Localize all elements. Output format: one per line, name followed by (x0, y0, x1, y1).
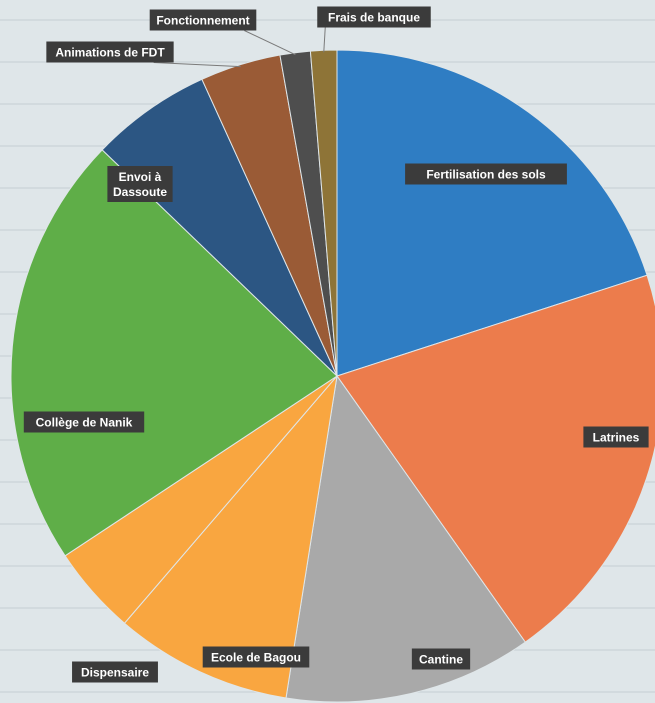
data-label-cantine: Cantine (411, 648, 471, 670)
data-label-box (46, 41, 174, 63)
data-label-text: Animations de FDT (55, 45, 165, 59)
data-label-dispensaire: Dispensaire (72, 661, 158, 683)
data-label-text: Ecole de Bagou (211, 650, 301, 664)
data-label-fertilisation-des-sols: Fertilisation des sols (405, 163, 567, 185)
data-label-box (107, 166, 173, 202)
pie-slice-ecole-de-bagou (123, 374, 338, 699)
data-label-box (317, 6, 431, 28)
data-label-text: Latrines (593, 430, 640, 444)
pie-slice-cantine (285, 374, 526, 703)
data-label-text: Collège de Nanik (36, 415, 133, 429)
data-label-college-de-nanik: Collège de Nanik (23, 411, 145, 433)
data-label-ecole-de-bagou: Ecole de Bagou (202, 646, 310, 668)
leader-line (244, 30, 296, 56)
pie-slice-fertilisation-des-sols (336, 49, 648, 377)
pie-slice-latrines (336, 274, 655, 643)
leader-lines (153, 27, 326, 68)
data-label-envoi-a-dassoute: Envoi à Dassoute (107, 166, 173, 202)
data-label-box (405, 163, 567, 185)
leader-line (153, 62, 241, 68)
data-label-box (411, 648, 471, 670)
data-label-latrines: Latrines (583, 426, 649, 448)
data-label-animations-de-fdt: Animations de FDT (46, 41, 174, 63)
data-label-text: Envoi à Dassoute (113, 170, 167, 199)
pie-slice-college-de-nanik (10, 149, 338, 557)
pie-slices (10, 49, 655, 703)
pie-slice-envoi-a-dassoute (101, 78, 338, 377)
data-labels: Fertilisation des sols Latrines Cantine Eco… (23, 6, 649, 683)
data-label-box (23, 411, 145, 433)
leader-line (323, 27, 326, 53)
data-label-fonctionnement: Fonctionnement (149, 9, 257, 31)
data-label-box (583, 426, 649, 448)
data-label-text: Fertilisation des sols (426, 167, 546, 181)
data-label-text: Dispensaire (81, 665, 149, 679)
data-label-text: Fonctionnement (156, 13, 249, 27)
data-label-text: Frais de banque (328, 10, 420, 24)
data-label-box (72, 661, 158, 683)
data-label-box (149, 9, 257, 31)
data-label-box (202, 646, 310, 668)
data-label-text: Cantine (419, 652, 463, 666)
data-label-frais-de-banque: Frais de banque (317, 6, 431, 28)
